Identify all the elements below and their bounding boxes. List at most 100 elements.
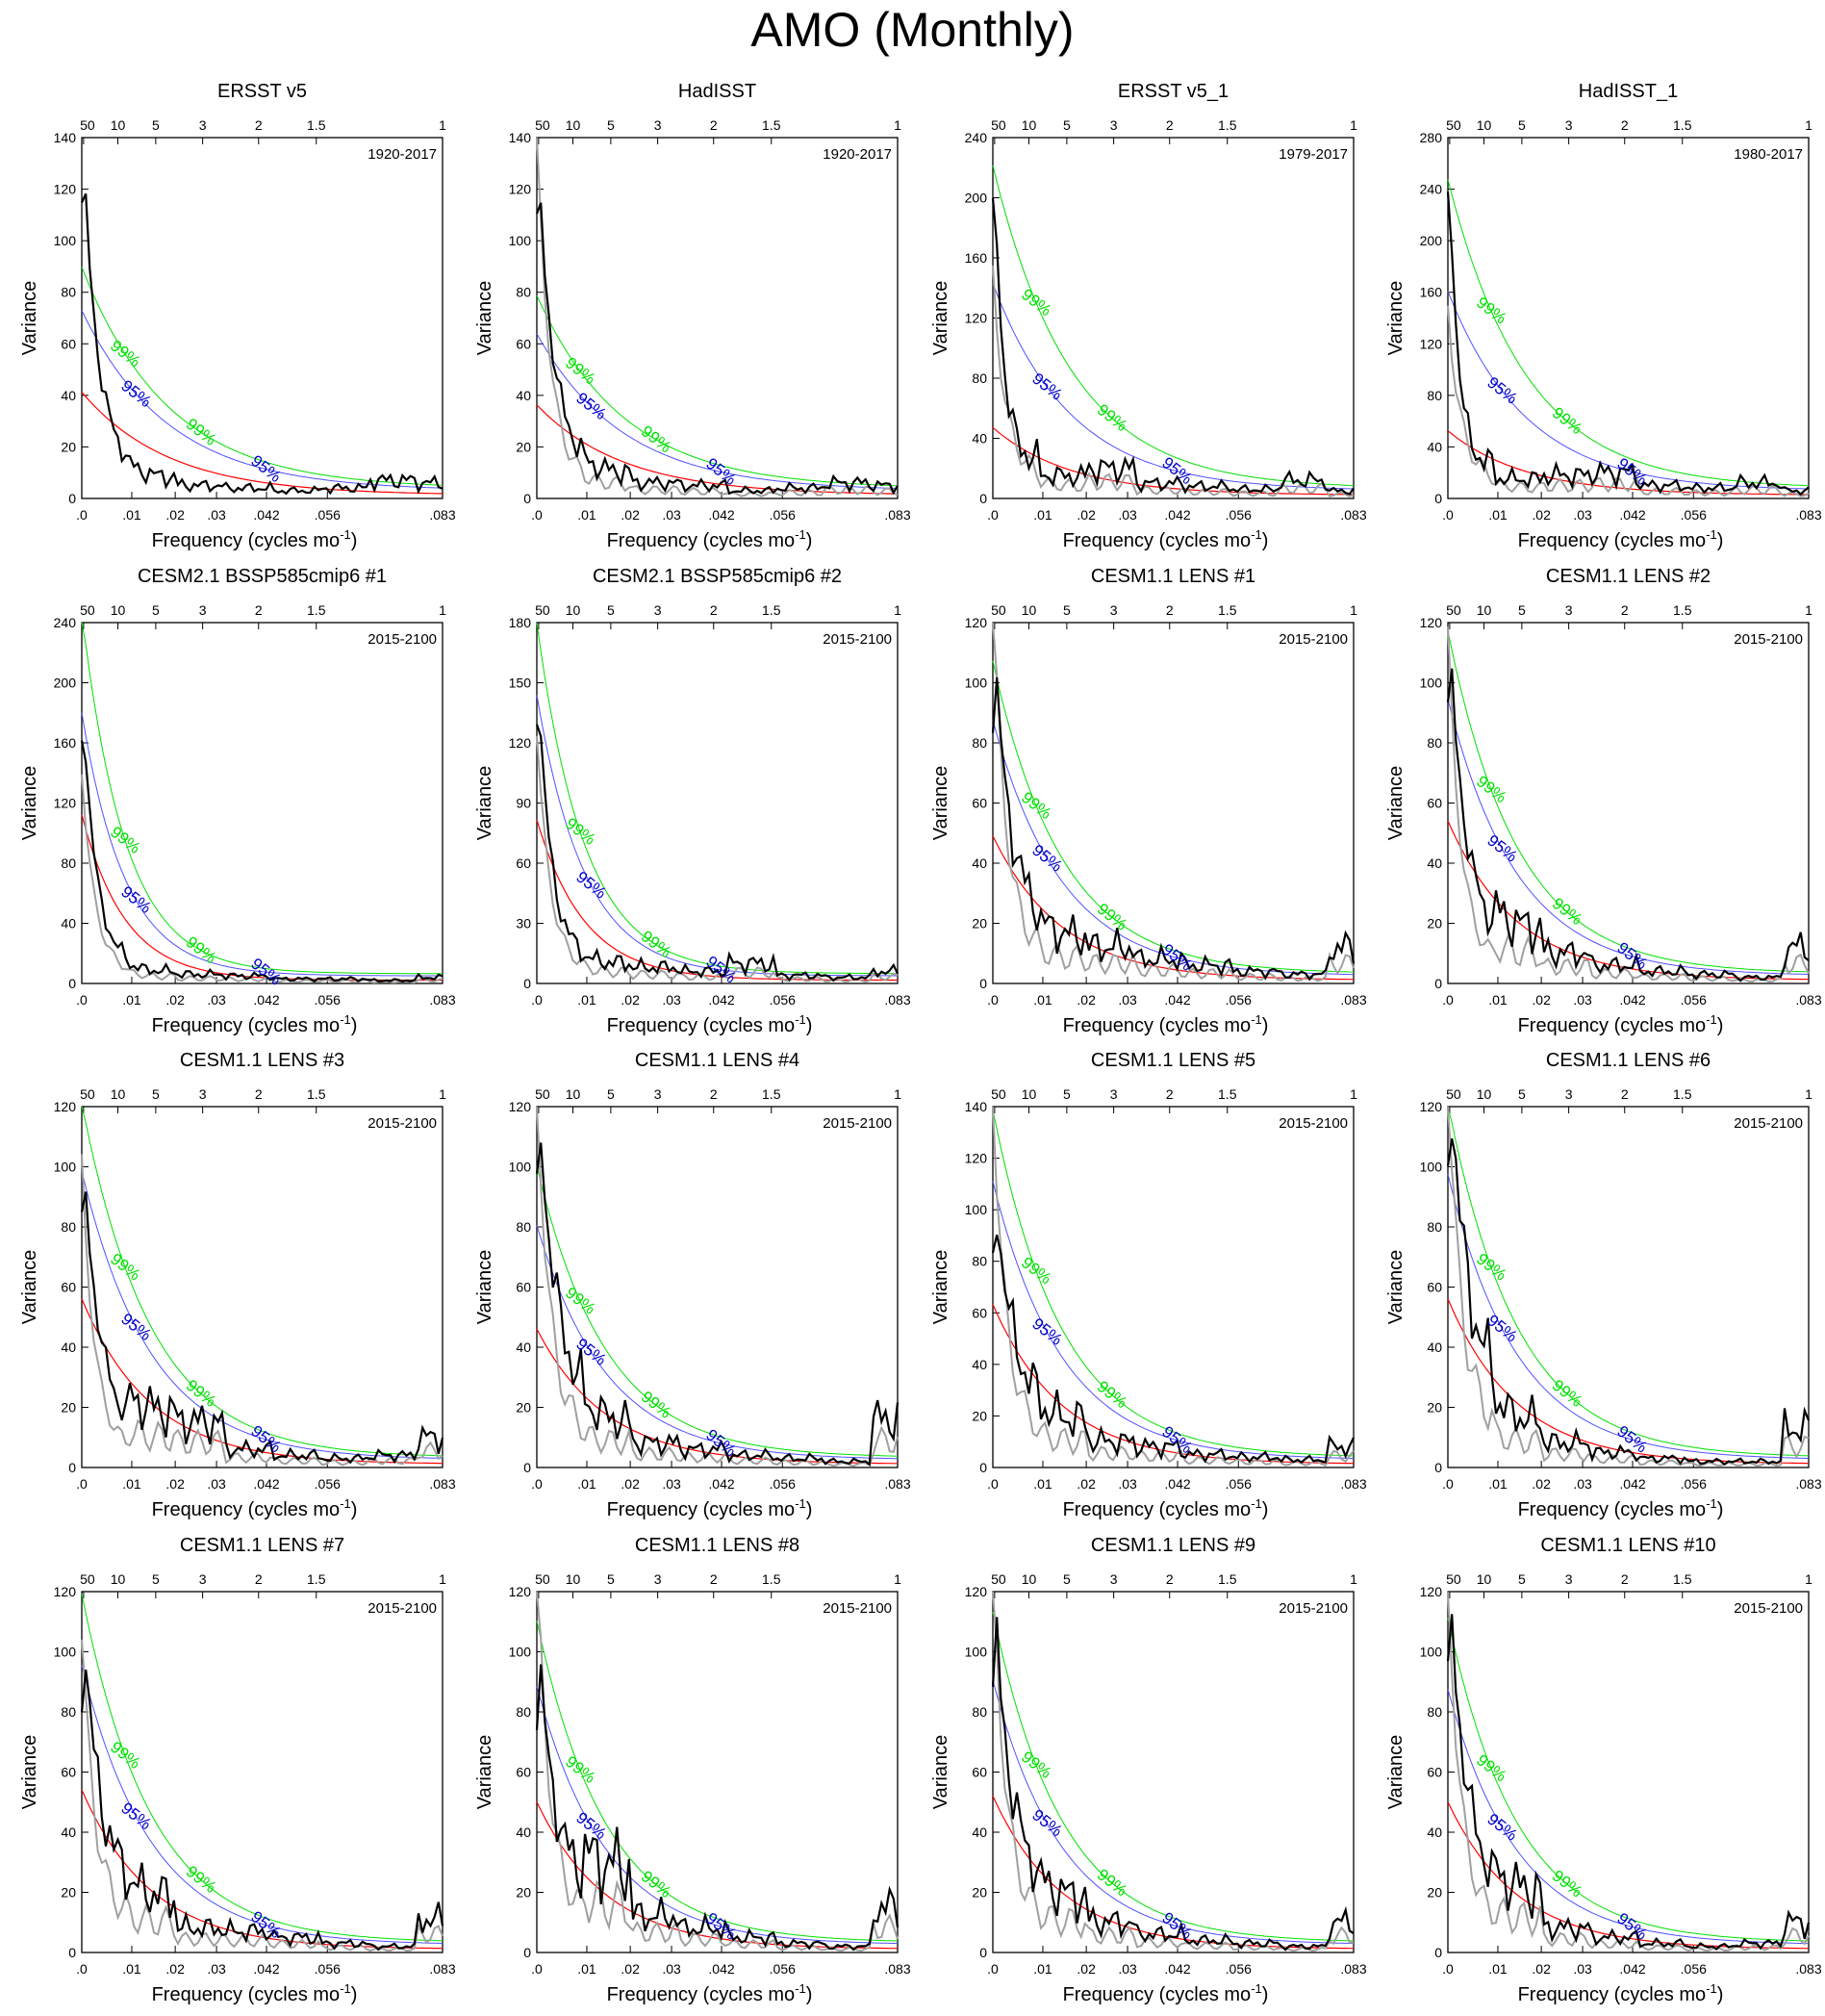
x-tick-label: .0 [987, 507, 999, 523]
y-tick-label: 60 [61, 336, 76, 351]
top-tick-label: 5 [152, 1571, 160, 1587]
top-tick-label: 10 [566, 1571, 581, 1587]
top-tick-label: 1.5 [1673, 117, 1692, 133]
x-tick-label: .03 [1573, 992, 1592, 1008]
top-tick-label: 10 [111, 117, 126, 133]
y-tick-label: 40 [61, 916, 76, 931]
panel-title: CESM1.1 LENS #5 [1091, 1050, 1255, 1071]
top-tick-label: 1 [1350, 1571, 1357, 1587]
panel-title: CESM2.1 BSSP585cmip6 #2 [593, 566, 842, 587]
ci95-curve [992, 1679, 1355, 1945]
x-axis-label: Frequency (cycles mo-1) [1063, 1496, 1269, 1520]
top-tick-label: 10 [1022, 602, 1037, 618]
y-tick-label: 140 [54, 130, 77, 145]
y-axis-label: Variance [19, 281, 40, 355]
reference-spectrum [1447, 305, 1810, 498]
x-axis-label-sup: -1 [795, 1981, 806, 1996]
x-tick-label: .083 [429, 1476, 455, 1492]
top-tick-label: 50 [80, 117, 95, 133]
x-tick-label: .02 [1077, 507, 1096, 523]
top-tick-label: 1.5 [762, 1571, 781, 1587]
top-tick-label: 10 [1022, 117, 1037, 133]
x-tick-label: .056 [1226, 992, 1252, 1008]
top-tick-label: 5 [607, 602, 615, 618]
ci95-curve [536, 1225, 899, 1460]
x-tick-label: .02 [621, 1476, 640, 1492]
x-tick-label: .03 [1573, 507, 1592, 523]
reference-spectrum [536, 1106, 899, 1467]
chart-panel: CESM1.1 LENS #1 2015-2100 0 20 40 60 80 100 120 V… [930, 566, 1367, 1036]
x-tick-label: .01 [1033, 1476, 1052, 1492]
y-tick-label: 80 [516, 1219, 531, 1235]
top-tick-label: 1.5 [762, 1086, 781, 1102]
sample-spectrum [80, 740, 444, 983]
ci95-label: 95% [572, 1808, 610, 1843]
y-axis-label: Variance [19, 766, 40, 840]
ci99-label: 99% [1018, 1748, 1055, 1782]
x-tick-label: .083 [1340, 1961, 1366, 1977]
y-tick-label: 40 [1427, 1825, 1442, 1840]
y-tick-label: 0 [523, 1460, 531, 1475]
top-tick-label: 50 [1446, 602, 1461, 618]
y-axis-label: Variance [930, 1250, 951, 1324]
ci99-label: 99% [1018, 1253, 1055, 1288]
x-tick-label: .083 [884, 1961, 910, 1977]
y-tick-label: 120 [965, 311, 988, 326]
y-tick-label: 280 [1420, 130, 1443, 145]
ci95-label: 95% [117, 376, 155, 411]
y-tick-label: 40 [1427, 855, 1442, 871]
y-tick-label: 80 [1427, 1219, 1442, 1235]
x-tick-label: .02 [1532, 1961, 1551, 1977]
ci99-label: 99% [107, 337, 144, 371]
top-tick-label: 10 [1477, 602, 1492, 618]
x-tick-label: .0 [531, 992, 543, 1008]
y-tick-label: 40 [1427, 1340, 1442, 1355]
y-tick-label: 20 [1427, 1400, 1442, 1416]
x-tick-label: .056 [1681, 507, 1707, 523]
ci99-curve [81, 1594, 444, 1942]
x-tick-label: .02 [1532, 507, 1551, 523]
y-axis-label: Variance [1385, 766, 1407, 840]
ci99-label: 99% [562, 1284, 599, 1318]
x-tick-label: .0 [987, 1476, 999, 1492]
top-tick-label: 1.5 [762, 117, 781, 133]
y-tick-label: 20 [972, 916, 987, 931]
top-tick-label: 1 [894, 117, 901, 133]
chart-panel: CESM1.1 LENS #3 2015-2100 0 20 40 60 80 100 120 V… [19, 1050, 456, 1520]
top-tick-label: 3 [199, 1086, 207, 1102]
x-tick-label: .02 [1077, 1476, 1096, 1492]
y-tick-label: 80 [972, 735, 987, 751]
y-tick-label: 80 [972, 1704, 987, 1720]
x-tick-label: .0 [531, 1961, 543, 1977]
top-tick-label: 3 [1565, 602, 1573, 618]
x-axis-label-sup: -1 [1706, 527, 1717, 542]
y-axis-label: Variance [930, 766, 951, 840]
ci95-curve [81, 712, 443, 977]
period-label: 2015-2100 [368, 1115, 437, 1132]
y-tick-label: 40 [516, 1340, 531, 1355]
x-tick-label: .042 [1164, 507, 1190, 523]
reference-spectrum [536, 1591, 899, 1952]
top-tick-label: 5 [1518, 602, 1526, 618]
chart-panel: HadISST 1920-2017 0 20 40 60 80 100 120 140 Varian… [474, 81, 911, 551]
y-tick-label: 120 [54, 1584, 77, 1599]
y-tick-label: 60 [61, 1765, 76, 1780]
x-tick-label: .056 [770, 1476, 796, 1492]
x-tick-label: .056 [770, 992, 796, 1008]
reference-spectrum [1447, 625, 1810, 983]
top-tick-label: 5 [1518, 1571, 1526, 1587]
top-tick-label: 2 [710, 117, 718, 133]
sample-spectrum [80, 1669, 444, 1952]
ci95-curve [1447, 699, 1810, 975]
x-tick-label: .0 [987, 1961, 999, 1977]
x-tick-label: .042 [253, 1961, 279, 1977]
x-axis-label-end: ) [806, 530, 813, 551]
sample-spectrum [80, 1191, 444, 1465]
sample-spectrum [80, 192, 444, 496]
top-tick-label: 3 [1110, 602, 1118, 618]
x-tick-label: .083 [1340, 507, 1366, 523]
y-axis-label: Variance [1385, 281, 1407, 355]
x-tick-label: .083 [1795, 1476, 1821, 1492]
y-tick-label: 20 [516, 1885, 531, 1901]
x-tick-label: .042 [1164, 1961, 1190, 1977]
